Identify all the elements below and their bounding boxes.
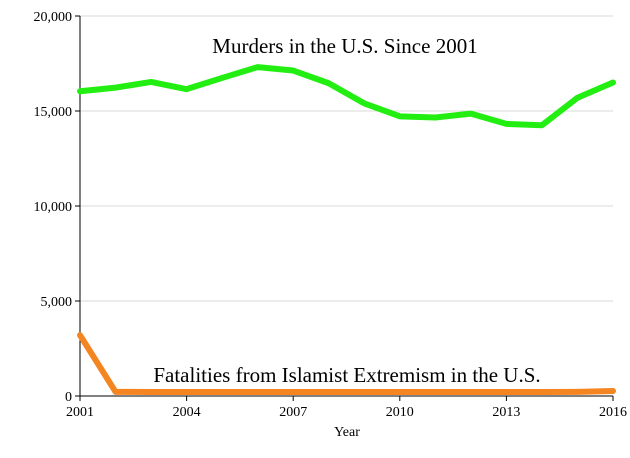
- x-tick-label-2001: 2001: [66, 405, 94, 420]
- y-tick-label-5000: 5,000: [41, 295, 73, 310]
- x-tick-label-2004: 2004: [173, 405, 201, 420]
- y-tick-label-0: 0: [65, 390, 72, 405]
- series-label-murders: Murders in the U.S. Since 2001: [212, 34, 477, 58]
- series-labels: Murders in the U.S. Since 2001 Fatalitie…: [153, 34, 540, 387]
- series-lines: [77, 64, 616, 396]
- series-line-1: [77, 332, 616, 396]
- y-tick-label-15000: 15,000: [34, 105, 73, 120]
- x-tick-label-2016: 2016: [599, 405, 627, 420]
- x-tick-label-2007: 2007: [279, 405, 307, 420]
- y-tick-label-20000: 20,000: [34, 10, 73, 25]
- gridlines: [80, 15, 613, 302]
- x-tick-label-2013: 2013: [492, 405, 520, 420]
- x-tick-label-2010: 2010: [386, 405, 414, 420]
- series-label-islamist-fatalities: Fatalities from Islamist Extremism in th…: [153, 363, 540, 387]
- y-tick-label-10000: 10,000: [34, 200, 73, 215]
- x-axis-title: Year: [334, 425, 360, 440]
- axes: 0 5,000 10,000 15,000 20,000 2001 2004 2007 2010…: [34, 10, 628, 420]
- series-line-0: [77, 64, 616, 129]
